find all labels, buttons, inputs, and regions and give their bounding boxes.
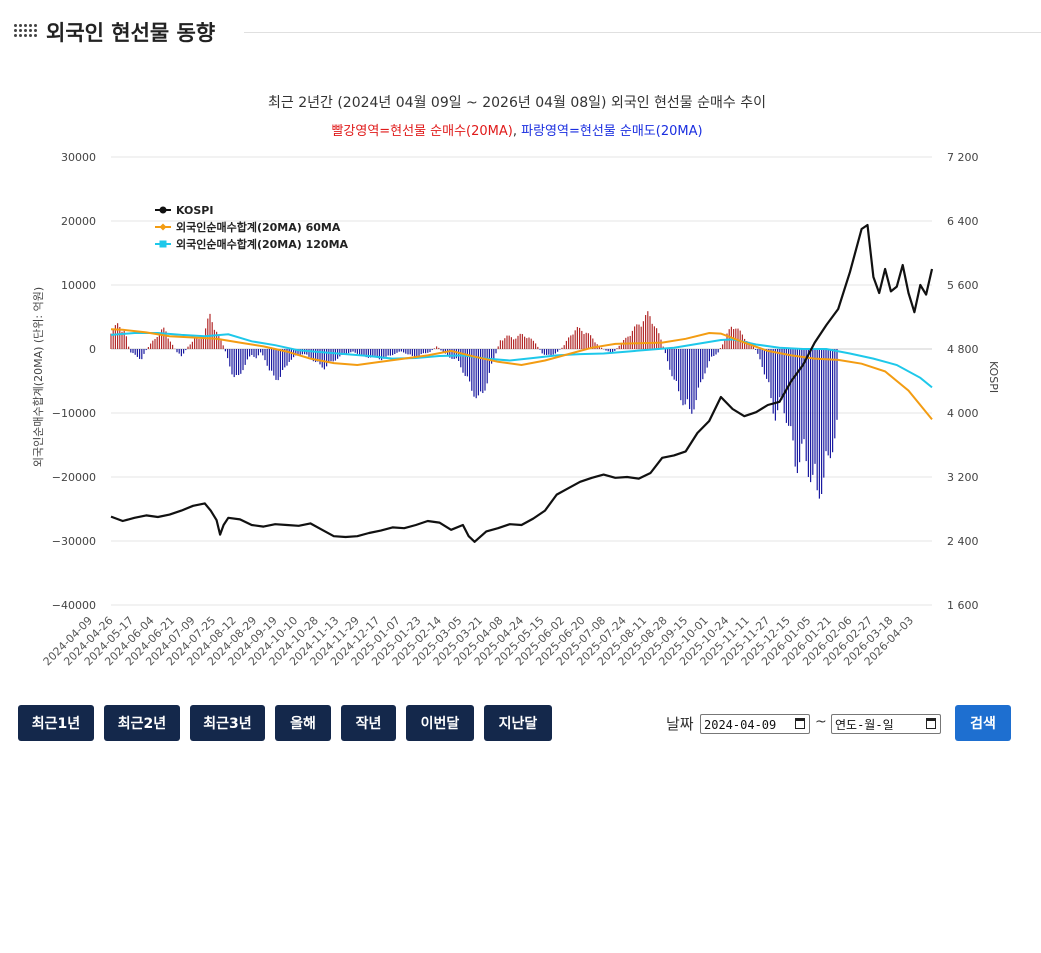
date-to-input[interactable]: 연도-월-일 — [831, 714, 941, 734]
this-month-button[interactable]: 이번달 — [406, 705, 474, 741]
this-year-button[interactable]: 올해 — [275, 705, 331, 741]
recent-3y-button[interactable]: 최근3년 — [190, 705, 265, 741]
y-tick-left: −40000 — [52, 599, 96, 612]
page-title: 외국인 현선물 동향 — [46, 21, 216, 45]
y-tick-left: −30000 — [52, 535, 96, 548]
legend: KOSPI 외국인순매수합계(20MA) 60MA 외국인순매수합계(20MA) 1… — [155, 204, 349, 251]
legend-marker — [159, 223, 167, 231]
legend-label: 외국인순매수합계(20MA) 60MA — [176, 220, 341, 234]
calendar-icon[interactable] — [926, 718, 936, 729]
recent-2y-button[interactable]: 최근2년 — [104, 705, 180, 741]
y-tick-right: 4 800 — [947, 343, 979, 356]
subtitle-red: 빨강영역=현선물 순매수(20MA) — [331, 124, 512, 139]
legend-marker — [159, 240, 167, 248]
y-tick-left: −10000 — [52, 407, 96, 420]
calendar-icon[interactable] — [795, 718, 805, 729]
legend-label: 외국인순매수합계(20MA) 120MA — [176, 237, 349, 251]
date-range-separator: ~ — [815, 714, 827, 730]
search-button[interactable]: 검색 — [955, 705, 1011, 741]
series-line-ma120 — [110, 332, 933, 389]
y-tick-left: 30000 — [61, 151, 96, 164]
subtitle-blue: 파랑영역=현선물 순매도(20MA) — [521, 124, 702, 139]
date-label: 날짜 — [666, 715, 694, 733]
y-tick-right: 5 600 — [947, 279, 979, 292]
grid-dots-icon — [14, 24, 38, 40]
line-series — [110, 223, 934, 543]
header-divider — [244, 32, 1041, 33]
section-header: 외국인 현선물 동향 — [14, 18, 1041, 50]
y-tick-right: 7 200 — [947, 151, 979, 164]
chart-subtitle: 빨강영역=현선물 순매수(20MA), 파랑영역=현선물 순매도(20MA) — [331, 124, 702, 139]
last-year-button[interactable]: 작년 — [341, 705, 396, 741]
y-tick-right: 3 200 — [947, 471, 979, 484]
y-axis-left: 30000 20000 10000 0 −10000 −20000 −30000 −40000 — [52, 151, 96, 612]
legend-marker — [159, 206, 167, 214]
y-tick-right: 6 400 — [947, 215, 979, 228]
y-axis-left-label: 외국인순매수합계(20MA) (단위: 억원) — [32, 287, 45, 467]
chart: 최근 2년간 (2024년 04월 09일 ~ 2026년 04월 08일) 외… — [32, 95, 1000, 668]
series-line-ma60 — [110, 328, 933, 421]
x-axis: 2024-04-092024-04-262024-05-172024-06-04… — [41, 614, 916, 668]
subtitle-sep: , — [513, 124, 521, 139]
date-to-placeholder: 연도-월-일 — [835, 718, 894, 732]
y-tick-left: 0 — [89, 343, 96, 356]
chart-title: 최근 2년간 (2024년 04월 09일 ~ 2026년 04월 08일) 외… — [268, 95, 766, 111]
y-tick-right: 4 000 — [947, 407, 979, 420]
last-month-button[interactable]: 지난달 — [484, 705, 552, 741]
y-tick-right: 1 600 — [947, 599, 979, 612]
y-tick-right: 2 400 — [947, 535, 979, 548]
series-line-kospi — [110, 223, 934, 543]
y-axis-right: 7 200 6 400 5 600 4 800 4 000 3 200 2 400 1 600 — [947, 151, 979, 612]
y-tick-left: −20000 — [52, 471, 96, 484]
y-axis-right-label: KOSPI — [987, 361, 1000, 393]
recent-1y-button[interactable]: 최근1년 — [18, 705, 94, 741]
legend-label: KOSPI — [176, 204, 213, 217]
y-tick-left: 10000 — [61, 279, 96, 292]
date-from-value: 2024-04-09 — [704, 718, 777, 732]
controls-bar: 최근1년 최근2년 최근3년 올해 작년 이번달 지난달 날짜 2024-04-… — [0, 704, 1041, 744]
date-from-input[interactable]: 2024-04-09 — [700, 714, 810, 734]
y-tick-left: 20000 — [61, 215, 96, 228]
